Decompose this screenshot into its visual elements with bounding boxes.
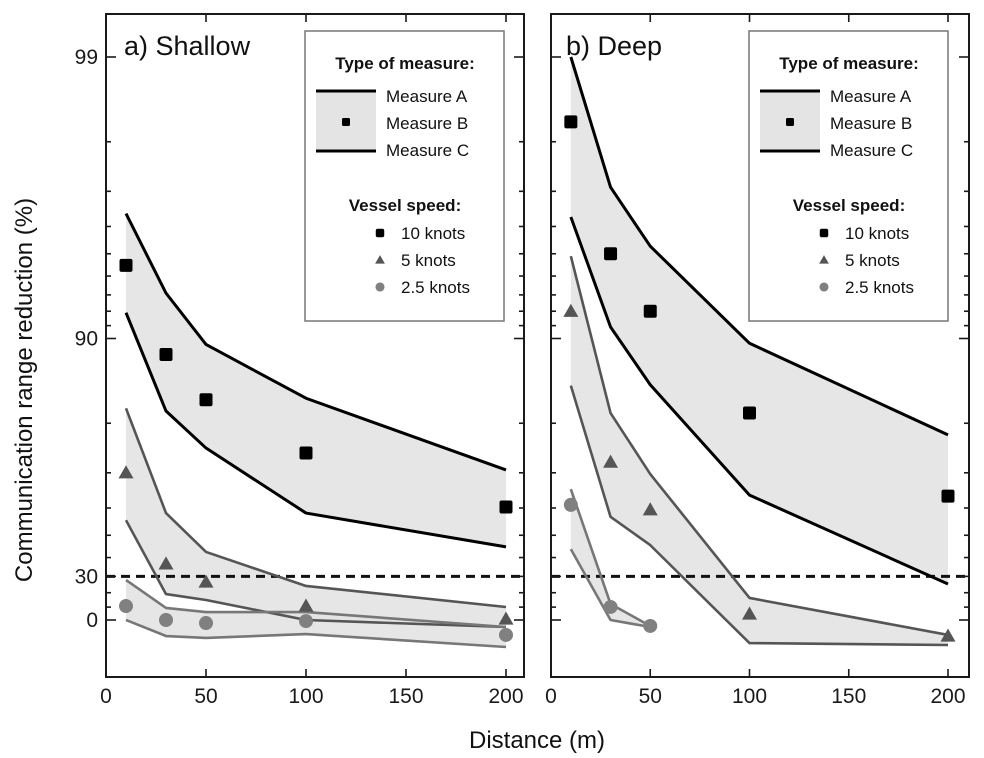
legend-measure-title: Type of measure: bbox=[335, 54, 475, 73]
legend-speed-marker bbox=[819, 282, 829, 292]
point-5-knots-100m bbox=[742, 606, 757, 620]
point-2-5-knots-30m bbox=[603, 599, 618, 614]
legend-measure-title: Type of measure: bbox=[779, 54, 919, 73]
point-10-knots-200m bbox=[499, 500, 513, 514]
line-measure-c-5-knots bbox=[124, 519, 507, 629]
x-tick-label: 0 bbox=[545, 685, 557, 708]
band-10-knots bbox=[126, 213, 506, 547]
point-2-5-knots-50m bbox=[643, 618, 658, 633]
band-5-knots bbox=[126, 408, 506, 628]
line-measure-a-10-knots bbox=[569, 56, 949, 437]
line-measure-c-5-knots bbox=[569, 385, 949, 647]
legend-measure-label: Measure A bbox=[830, 87, 912, 106]
point-2-5-knots-100m bbox=[299, 614, 313, 629]
legend-measure-label: Measure B bbox=[386, 114, 468, 133]
panel-deep: 0 50 100 150 200 Type of measure: Measure A Mea… bbox=[545, 13, 970, 708]
legend-measure-label: Measure A bbox=[386, 87, 468, 106]
x-tick-label: 150 bbox=[388, 685, 423, 708]
legend-speed-label: 2.5 knots bbox=[401, 278, 470, 297]
point-10-knots-10m bbox=[564, 115, 578, 129]
plot-frame bbox=[550, 13, 970, 678]
legend-speed-marker bbox=[375, 255, 385, 264]
x-tick-label: 200 bbox=[930, 685, 965, 708]
plot-frame bbox=[105, 13, 525, 678]
x-axis-title: Distance (m) bbox=[469, 727, 605, 754]
x-tick-label: 200 bbox=[488, 685, 523, 708]
point-5-knots-50m bbox=[198, 574, 214, 588]
point-2-5-knots-30m bbox=[159, 613, 173, 627]
legend-speed-marker bbox=[375, 228, 385, 238]
legend-speed-marker bbox=[819, 255, 829, 264]
line-measure-c-2-5-knots bbox=[569, 548, 651, 629]
legend-speed-title: Vessel speed: bbox=[349, 196, 461, 215]
point-10-knots-30m bbox=[604, 247, 618, 261]
bands bbox=[570, 57, 948, 646]
legend-speed-marker bbox=[375, 282, 385, 292]
y-axis-title: Communication range reduction (%) bbox=[11, 198, 38, 582]
point-5-knots-100m bbox=[298, 598, 314, 612]
point-2-5-knots-10m bbox=[119, 599, 133, 614]
legend-measure-label: Measure B bbox=[830, 114, 912, 133]
legend-speed-label: 10 knots bbox=[401, 224, 465, 243]
legend-speed-label: 2.5 knots bbox=[845, 278, 914, 297]
legend-speed-label: 5 knots bbox=[401, 251, 456, 270]
legend-speed-label: 5 knots bbox=[845, 251, 900, 270]
panel-title-shallow: a) Shallow bbox=[124, 31, 251, 61]
band-2-5-knots bbox=[570, 489, 651, 628]
legend-box bbox=[304, 30, 505, 322]
legend: Type of measure: Measure A Measure B Measur… bbox=[304, 30, 505, 322]
band-10-knots bbox=[570, 57, 948, 585]
line-measure-a-5-knots bbox=[569, 255, 949, 637]
point-5-knots-30m bbox=[603, 454, 619, 468]
y-tick-label: 30 bbox=[75, 565, 98, 588]
legend-speed-label: 10 knots bbox=[845, 224, 909, 243]
x-tick-label: 150 bbox=[831, 685, 866, 708]
y-tick-label: 90 bbox=[75, 328, 98, 351]
point-10-knots-100m bbox=[299, 446, 313, 460]
band-5-knots bbox=[570, 256, 948, 646]
point-2-5-knots-10m bbox=[563, 497, 578, 512]
legend-measure-label: Measure C bbox=[830, 141, 913, 160]
x-tick-label: 50 bbox=[194, 685, 217, 708]
point-5-knots-200m bbox=[940, 628, 956, 642]
legend-speed-title: Vessel speed: bbox=[793, 196, 905, 215]
line-measure-a-10-knots bbox=[124, 212, 507, 472]
legend-measure-label: Measure C bbox=[386, 141, 469, 160]
point-5-knots-10m bbox=[563, 303, 579, 317]
line-measure-c-10-knots bbox=[124, 312, 507, 549]
panel-title-deep: b) Deep bbox=[566, 31, 662, 61]
line-measure-a-5-knots bbox=[124, 407, 507, 609]
legend-speed-marker bbox=[819, 228, 829, 238]
panel-shallow: 0 50 100 150 200 99 90 30 0 Type of measure: Measu… bbox=[75, 13, 525, 708]
legend: Type of measure: Measure A Measure B Measur… bbox=[748, 30, 949, 322]
point-5-knots-10m bbox=[118, 465, 134, 479]
line-measure-c-10-knots bbox=[569, 216, 949, 586]
x-tick-label: 100 bbox=[732, 685, 767, 708]
x-tick-label: 0 bbox=[100, 685, 112, 708]
line-measure-a-2-5-knots bbox=[125, 578, 507, 629]
x-tick-label: 50 bbox=[639, 685, 662, 708]
y-tick-label: 99 bbox=[75, 46, 98, 69]
point-2-5-knots-50m bbox=[199, 616, 213, 631]
legend-box bbox=[748, 30, 949, 322]
y-tick-label: 0 bbox=[86, 609, 98, 632]
point-10-knots-100m bbox=[743, 406, 756, 420]
point-2-5-knots-200m bbox=[499, 627, 513, 642]
point-5-knots-200m bbox=[498, 611, 514, 625]
point-10-knots-30m bbox=[159, 348, 173, 362]
point-10-knots-50m bbox=[643, 304, 657, 318]
legend-measure-b-marker bbox=[786, 118, 794, 126]
point-10-knots-50m bbox=[199, 393, 213, 407]
point-5-knots-30m bbox=[158, 556, 174, 570]
legend-measure-b-marker bbox=[342, 118, 350, 126]
point-5-knots-50m bbox=[642, 502, 658, 516]
point-10-knots-10m bbox=[119, 258, 133, 272]
x-tick-label: 100 bbox=[288, 685, 323, 708]
line-measure-c-2-5-knots bbox=[125, 618, 507, 649]
point-10-knots-200m bbox=[941, 489, 955, 503]
